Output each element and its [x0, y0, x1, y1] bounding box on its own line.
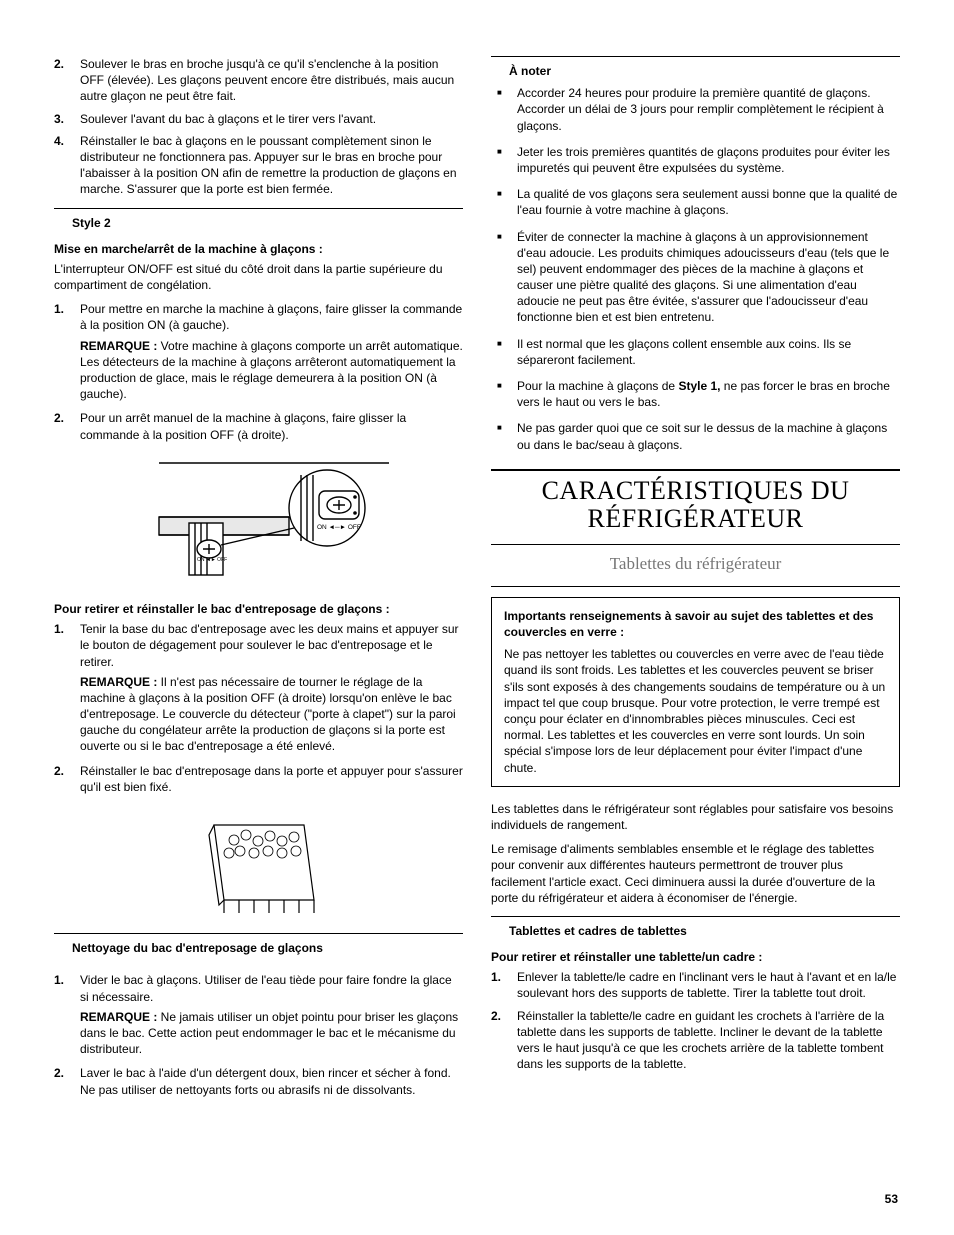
item-text: Soulever l'avant du bac à glaçons et le …	[80, 112, 376, 126]
section-divider	[491, 469, 900, 471]
a-noter-heading: À noter	[491, 63, 900, 79]
list-item: 3. Soulever l'avant du bac à glaçons et l…	[54, 111, 463, 127]
mise-heading: Mise en marche/arrêt de la machine à gla…	[54, 241, 463, 257]
divider	[491, 56, 900, 57]
list-item: 1. Tenir la base du bac d'entreposage av…	[54, 621, 463, 755]
pour-retirer-heading: Pour retirer et réinstaller le bac d'ent…	[54, 601, 463, 617]
bullet-item: Ne pas garder quoi que ce soit sur le de…	[491, 420, 900, 452]
page-number: 53	[885, 1191, 898, 1207]
item-number: 1.	[491, 969, 501, 985]
bullet-item: La qualité de vos glaçons sera seulement…	[491, 186, 900, 218]
bullet-item: Jeter les trois premières quantités de g…	[491, 144, 900, 176]
major-heading: CARACTÉRISTIQUES DU RÉFRIGÉRATEUR	[491, 477, 900, 534]
ice-bin-svg	[184, 805, 334, 915]
list-item: 2. Soulever le bras en broche jusqu'à ce …	[54, 56, 463, 105]
item-text: Pour un arrêt manuel de la machine à gla…	[80, 411, 406, 441]
list-item: 2. Pour un arrêt manuel de la machine à …	[54, 410, 463, 442]
item-number: 2.	[54, 56, 64, 72]
bullet-item: Accorder 24 heures pour produire la prem…	[491, 85, 900, 134]
item-number: 4.	[54, 133, 64, 149]
warning-title: Importants renseignements à savoir au su…	[504, 608, 887, 640]
tablettes-cadres-heading: Tablettes et cadres de tablettes	[491, 923, 900, 939]
list-item: 2. Réinstaller le bac d'entreposage dans…	[54, 763, 463, 795]
sub-heading: Tablettes du réfrigérateur	[491, 553, 900, 576]
item-number: 1.	[54, 621, 64, 637]
retirer2-list: 1. Enlever la tablette/le cadre en l'incl…	[491, 969, 900, 1072]
remark-block: REMARQUE : Votre machine à glaçons compo…	[80, 338, 463, 403]
on-label: ON ◄─► OFF	[317, 524, 361, 531]
warning-body: Ne pas nettoyer les tablettes ou couverc…	[504, 646, 887, 776]
bullet-text: La qualité de vos glaçons sera seulement…	[517, 187, 897, 217]
divider	[54, 208, 463, 209]
item-text: Réinstaller la tablette/le cadre en guid…	[517, 1009, 884, 1072]
list-item: 2. Laver le bac à l'aide d'un détergent …	[54, 1065, 463, 1097]
item-text: Laver le bac à l'aide d'un détergent dou…	[80, 1066, 451, 1096]
item-text: Enlever la tablette/le cadre en l'inclin…	[517, 970, 896, 1000]
divider	[491, 544, 900, 545]
list-item: 4. Réinstaller le bac à glaçons en le pou…	[54, 133, 463, 198]
nettoyage-heading: Nettoyage du bac d'entreposage de glaçon…	[54, 940, 463, 956]
mise-list: 1. Pour mettre en marche la machine à gl…	[54, 301, 463, 443]
item-number: 1.	[54, 301, 64, 317]
top-numbered-list: 2. Soulever le bras en broche jusqu'à ce …	[54, 56, 463, 198]
page-columns: 2. Soulever le bras en broche jusqu'à ce …	[54, 56, 900, 1104]
bullet-text: Ne pas garder quoi que ce soit sur le de…	[517, 421, 887, 451]
bullet-item: Il est normal que les glaçons collent en…	[491, 336, 900, 368]
bullet-text: Il est normal que les glaçons collent en…	[517, 337, 851, 367]
on-label-small: ON ◄► OFF	[197, 557, 227, 563]
retirer-list: 1. Tenir la base du bac d'entreposage av…	[54, 621, 463, 795]
remark-block: REMARQUE : Il n'est pas nécessaire de to…	[80, 674, 463, 755]
item-text: Réinstaller le bac à glaçons en le pouss…	[80, 134, 457, 197]
divider	[491, 586, 900, 587]
list-item: 2. Réinstaller la tablette/le cadre en gu…	[491, 1008, 900, 1073]
nettoyage-list: 1. Vider le bac à glaçons. Utiliser de l…	[54, 972, 463, 1097]
switch-diagram-svg: ON ◄─► OFF ON ◄► OFF	[129, 453, 389, 583]
item-number: 2.	[491, 1008, 501, 1024]
item-text: Soulever le bras en broche jusqu'à ce qu…	[80, 57, 454, 103]
item-text: Tenir la base du bac d'entreposage avec …	[80, 622, 459, 668]
list-item: 1. Pour mettre en marche la machine à gl…	[54, 301, 463, 402]
item-text: Vider le bac à glaçons. Utiliser de l'ea…	[80, 973, 452, 1003]
pour-retirer2-heading: Pour retirer et réinstaller une tablette…	[491, 949, 900, 965]
style2-heading: Style 2	[54, 215, 463, 231]
a-noter-bullets: Accorder 24 heures pour produire la prem…	[491, 85, 900, 453]
bullet-item: Éviter de connecter la machine à glaçons…	[491, 229, 900, 326]
item-text: Réinstaller le bac d'entreposage dans la…	[80, 764, 463, 794]
item-number: 2.	[54, 763, 64, 779]
bullet-text-a: Pour la machine à glaçons de	[517, 379, 678, 393]
figure-ice-bin	[54, 805, 463, 919]
remark-label: REMARQUE :	[80, 675, 161, 689]
remark-label: REMARQUE :	[80, 339, 161, 353]
bullet-text: Éviter de connecter la machine à glaçons…	[517, 230, 889, 325]
bullet-item: Pour la machine à glaçons de Style 1, ne…	[491, 378, 900, 410]
left-column: 2. Soulever le bras en broche jusqu'à ce …	[54, 56, 463, 1104]
para-tablettes-2: Le remisage d'aliments semblables ensemb…	[491, 841, 900, 906]
item-text: Pour mettre en marche la machine à glaço…	[80, 302, 462, 332]
divider	[491, 916, 900, 917]
warning-box: Importants renseignements à savoir au su…	[491, 597, 900, 787]
bullet-text: Accorder 24 heures pour produire la prem…	[517, 86, 884, 132]
bullet-text: Jeter les trois premières quantités de g…	[517, 145, 890, 175]
item-number: 2.	[54, 1065, 64, 1081]
right-column: À noter Accorder 24 heures pour produire…	[491, 56, 900, 1104]
mise-para: L'interrupteur ON/OFF est situé du côté …	[54, 261, 463, 293]
bullet-text-b: Style 1,	[678, 379, 720, 393]
divider	[54, 933, 463, 934]
remark-label: REMARQUE :	[80, 1010, 161, 1024]
remark-block: REMARQUE : Ne jamais utiliser un objet p…	[80, 1009, 463, 1058]
item-number: 2.	[54, 410, 64, 426]
para-tablettes-1: Les tablettes dans le réfrigérateur sont…	[491, 801, 900, 833]
list-item: 1. Enlever la tablette/le cadre en l'incl…	[491, 969, 900, 1001]
figure-switch-diagram: ON ◄─► OFF ON ◄► OFF	[54, 453, 463, 587]
list-item: 1. Vider le bac à glaçons. Utiliser de l…	[54, 972, 463, 1057]
item-number: 1.	[54, 972, 64, 988]
item-number: 3.	[54, 111, 64, 127]
